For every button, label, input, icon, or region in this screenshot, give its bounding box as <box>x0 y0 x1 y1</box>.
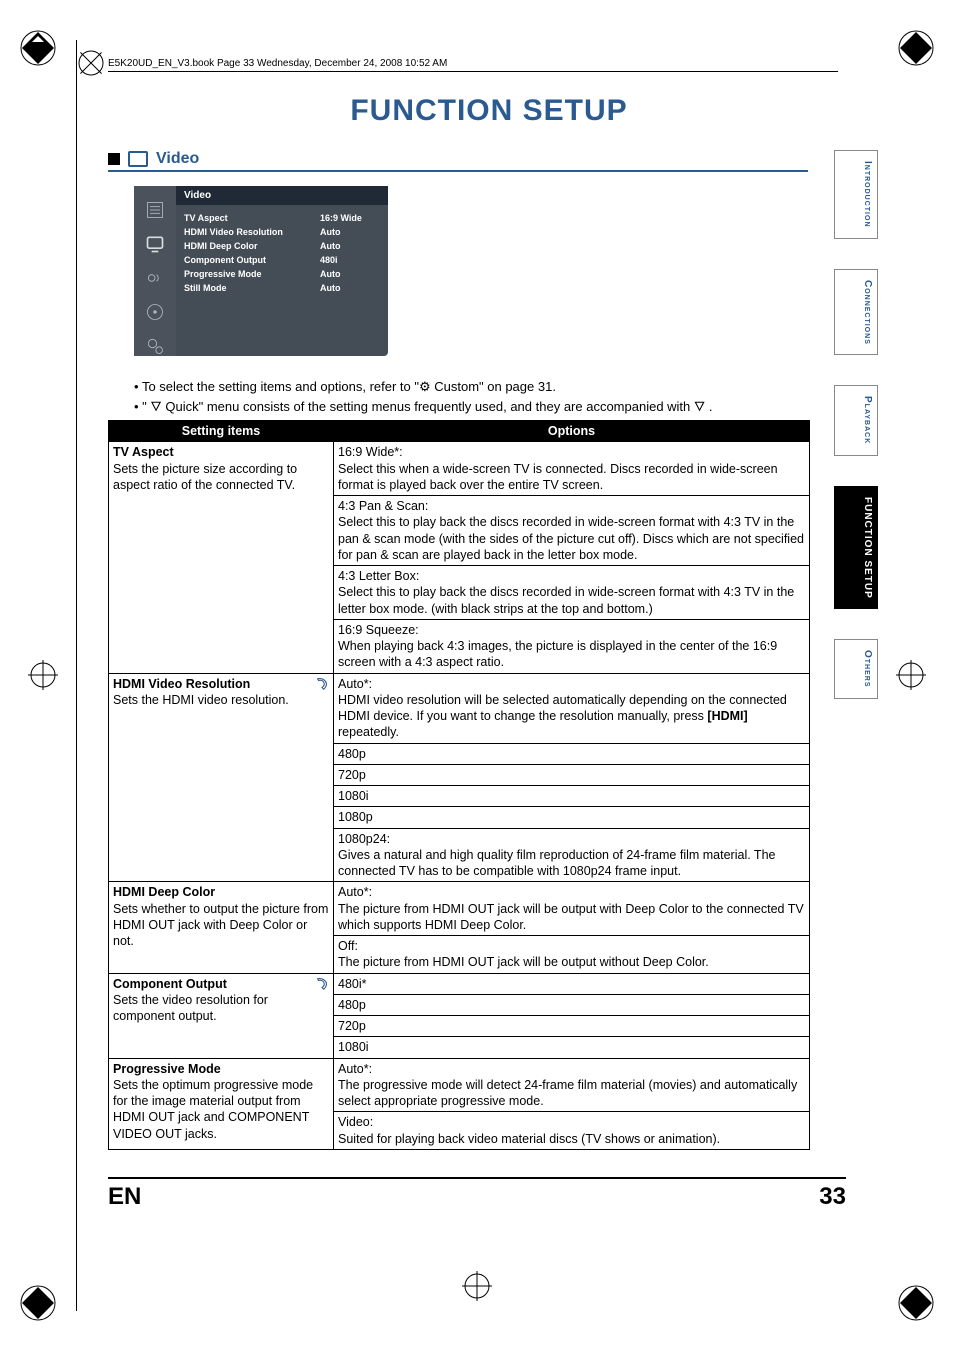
page-title: FUNCTION SETUP <box>108 94 870 128</box>
settings-preview-row-key: Still Mode <box>184 283 320 293</box>
quick-icon <box>315 677 329 691</box>
setting-cell: HDMI Video Resolution Sets the HDMI vide… <box>109 673 334 882</box>
option-cell: 720p <box>334 764 810 785</box>
setting-desc: Sets the picture size according to aspec… <box>113 462 297 492</box>
option-cell: 480p <box>334 994 810 1015</box>
setting-cell: Progressive Mode Sets the optimum progres… <box>109 1058 334 1149</box>
setting-name: TV Aspect <box>113 445 174 459</box>
setting-desc: Sets whether to output the picture from … <box>113 902 328 949</box>
setting-name: HDMI Video Resolution <box>113 677 250 691</box>
settings-preview-row-value: 16:9 Wide <box>320 213 380 223</box>
setting-desc: Sets the HDMI video resolution. <box>113 693 289 707</box>
disc-icon <box>144 302 166 322</box>
note-item: To select the setting items and options,… <box>134 378 814 396</box>
setting-cell: TV Aspect Sets the picture size according… <box>109 442 334 673</box>
crosshair-left <box>28 660 58 690</box>
setting-name: Progressive Mode <box>113 1062 221 1076</box>
col-setting-items: Setting items <box>109 421 334 442</box>
settings-preview-row-value: 480i <box>320 255 380 265</box>
table-row: TV Aspect Sets the picture size according… <box>109 442 810 496</box>
option-cell: 16:9 Wide*:Select this when a wide-scree… <box>334 442 810 496</box>
monitor-icon <box>144 234 166 254</box>
settings-preview-row-value: Auto <box>320 269 380 279</box>
section-title: Video <box>156 150 199 168</box>
settings-preview-row-value: Auto <box>320 241 380 251</box>
table-row: HDMI Video Resolution Sets the HDMI vide… <box>109 673 810 743</box>
setting-cell: HDMI Deep Color Sets whether to output th… <box>109 882 334 973</box>
registration-mark-tr <box>896 28 936 68</box>
option-cell: 16:9 Squeeze:When playing back 4:3 image… <box>334 619 810 673</box>
option-cell: 4:3 Letter Box:Select this to play back … <box>334 566 810 620</box>
list-icon <box>144 200 166 220</box>
settings-preview-sidebar <box>134 186 176 356</box>
notes-list: To select the setting items and options,… <box>134 378 814 418</box>
tv-icon <box>128 151 148 167</box>
section-tab[interactable]: Others <box>834 639 878 699</box>
settings-preview-row: HDMI Deep ColorAuto <box>176 239 388 253</box>
section-tab[interactable]: Introduction <box>834 150 878 239</box>
registration-mark-bl <box>18 1283 58 1323</box>
footer-lang: EN <box>108 1183 141 1211</box>
col-options: Options <box>334 421 810 442</box>
option-cell: 480p <box>334 743 810 764</box>
quick-icon <box>315 977 329 991</box>
setting-desc: Sets the video resolution for component … <box>113 993 268 1023</box>
option-cell: 4:3 Pan & Scan:Select this to play back … <box>334 496 810 566</box>
settings-preview-row-key: TV Aspect <box>184 213 320 223</box>
page-footer: EN 33 <box>108 1177 846 1211</box>
crop-line-left <box>76 40 77 1311</box>
setting-desc: Sets the optimum progressive mode for th… <box>113 1078 313 1141</box>
section-tab[interactable]: FUNCTION SETUP <box>834 486 878 610</box>
settings-preview-row: Component Output480i <box>176 253 388 267</box>
table-row: Component Output Sets the video resoluti… <box>109 973 810 994</box>
settings-preview-row-key: HDMI Deep Color <box>184 241 320 251</box>
section-tab[interactable]: Playback <box>834 385 878 455</box>
option-cell: 1080i <box>334 1037 810 1058</box>
setting-name: HDMI Deep Color <box>113 885 215 899</box>
settings-preview-row: TV Aspect16:9 Wide <box>176 211 388 225</box>
settings-preview-row-key: Progressive Mode <box>184 269 320 279</box>
settings-preview-row: Still ModeAuto <box>176 281 388 295</box>
gears-icon <box>144 336 166 356</box>
settings-preview-row-value: Auto <box>320 227 380 237</box>
setting-cell: Component Output Sets the video resoluti… <box>109 973 334 1058</box>
settings-preview-main: Video TV Aspect16:9 WideHDMI Video Resol… <box>176 186 388 356</box>
section-tabs: Introduction Connections Playback FUNCTION … <box>834 150 878 699</box>
settings-preview-title: Video <box>176 186 388 205</box>
registration-mark-tl <box>18 28 58 68</box>
table-row: Progressive ModeSets the optimum progres… <box>109 1058 810 1112</box>
option-cell: 720p <box>334 1016 810 1037</box>
note-item: " 🜄 Quick" menu consists of the setting … <box>134 398 814 416</box>
option-cell: 1080p <box>334 807 810 828</box>
settings-preview-row: HDMI Video ResolutionAuto <box>176 225 388 239</box>
settings-preview-row: Progressive ModeAuto <box>176 267 388 281</box>
crosshair-bottom <box>462 1271 492 1301</box>
option-cell: Auto*:The picture from HDMI OUT jack wil… <box>334 882 810 936</box>
settings-options-table: Setting items Options TV Aspect Sets the … <box>108 420 810 1150</box>
option-cell: 480i* <box>334 973 810 994</box>
crosshair-right <box>896 660 926 690</box>
option-cell: Off:The picture from HDMI OUT jack will … <box>334 936 810 974</box>
settings-preview-row-key: HDMI Video Resolution <box>184 227 320 237</box>
option-cell: 1080p24:Gives a natural and high quality… <box>334 828 810 882</box>
section-heading-video: Video <box>108 150 808 172</box>
option-cell: 1080i <box>334 786 810 807</box>
settings-preview-panel: Video TV Aspect16:9 WideHDMI Video Resol… <box>134 186 388 356</box>
option-cell: Auto*:The progressive mode will detect 2… <box>334 1058 810 1112</box>
settings-preview-row-key: Component Output <box>184 255 320 265</box>
section-tab[interactable]: Connections <box>834 269 878 356</box>
footer-page-number: 33 <box>819 1183 846 1211</box>
table-row: HDMI Deep ColorSets whether to output th… <box>109 882 810 936</box>
settings-preview-row-value: Auto <box>320 283 380 293</box>
square-bullet-icon <box>108 153 120 165</box>
book-page-header: E5K20UD_EN_V3.book Page 33 Wednesday, De… <box>108 58 838 72</box>
registration-mark-br <box>896 1283 936 1323</box>
audio-icon <box>144 268 166 288</box>
option-cell: Video:Suited for playing back video mate… <box>334 1112 810 1150</box>
option-cell: Auto*:HDMI video resolution will be sele… <box>334 673 810 743</box>
setting-name: Component Output <box>113 977 227 991</box>
